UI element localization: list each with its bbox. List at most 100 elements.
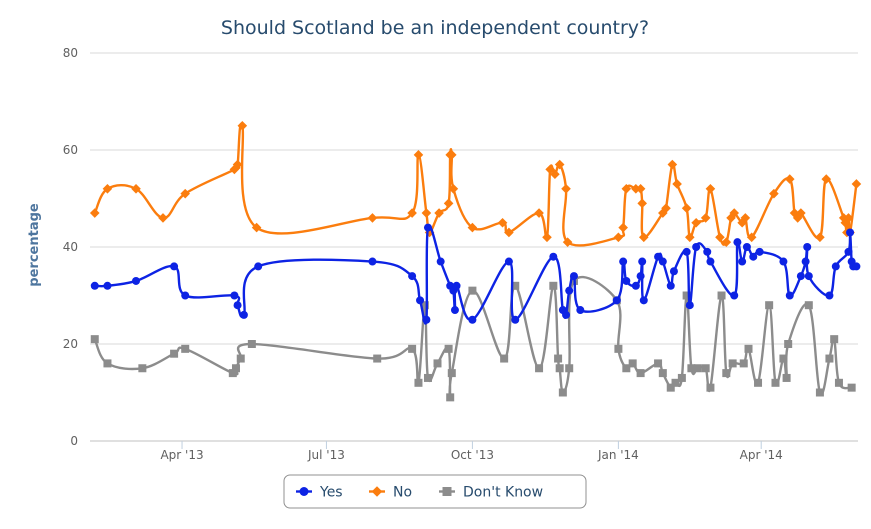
- data-point-yes: [549, 252, 558, 261]
- data-point-don-t-know: [444, 344, 453, 353]
- legend: Yes No Don't Know: [283, 474, 587, 509]
- data-point-no: [746, 232, 757, 243]
- y-tick-label: 40: [63, 240, 78, 254]
- data-point-no: [691, 217, 701, 228]
- data-point-yes: [738, 257, 747, 266]
- data-point-yes: [408, 272, 417, 281]
- data-point-no: [534, 208, 544, 218]
- data-point-don-t-know: [511, 281, 520, 290]
- data-point-yes: [785, 291, 794, 300]
- data-point-no: [158, 213, 168, 223]
- legend-label-no: No: [393, 485, 412, 501]
- series-no: [89, 120, 862, 247]
- data-point-don-t-know: [825, 354, 834, 363]
- data-point-yes: [239, 310, 248, 319]
- data-point-don-t-know: [671, 378, 680, 387]
- data-point-don-t-know: [468, 286, 477, 295]
- y-tick-label: 60: [63, 143, 78, 157]
- data-point-no: [737, 217, 747, 228]
- data-point-no: [821, 174, 832, 184]
- data-point-don-t-know: [228, 369, 237, 378]
- data-point-no: [726, 213, 736, 223]
- data-point-don-t-know: [654, 359, 663, 368]
- data-point-no: [681, 203, 692, 213]
- legend-marker-don-t-know: [442, 487, 452, 496]
- legend-item-no[interactable]: No: [369, 485, 412, 501]
- data-point-no: [729, 208, 740, 218]
- data-point-no: [102, 184, 113, 194]
- data-point-don-t-know: [446, 393, 455, 402]
- data-point-no: [467, 222, 478, 233]
- data-point-no: [705, 184, 716, 194]
- data-point-yes: [730, 291, 739, 300]
- data-point-no: [561, 184, 571, 194]
- legend-label-yes: Yes: [319, 485, 343, 501]
- data-point-no: [740, 213, 751, 223]
- data-point-no: [251, 222, 262, 233]
- data-point-yes: [844, 247, 853, 256]
- data-point-yes: [233, 301, 242, 310]
- grid-lines: [90, 52, 858, 442]
- data-point-no: [424, 227, 435, 238]
- data-point-yes: [452, 281, 461, 290]
- series-don-t-know: [90, 275, 856, 402]
- y-tick-label: 0: [70, 434, 78, 448]
- data-point-don-t-know: [693, 364, 702, 373]
- data-point-yes: [666, 281, 675, 290]
- data-point-don-t-know: [554, 354, 563, 363]
- data-point-yes: [416, 296, 425, 305]
- data-point-don-t-know: [231, 364, 240, 373]
- data-point-no: [131, 184, 141, 194]
- data-point-don-t-know: [754, 378, 763, 387]
- data-point-yes: [230, 291, 239, 300]
- data-point-yes: [132, 276, 141, 285]
- data-point-no: [413, 150, 424, 160]
- data-point-yes: [622, 276, 631, 285]
- data-point-no: [637, 198, 647, 209]
- data-point-yes: [436, 257, 445, 266]
- data-point-no: [545, 164, 555, 175]
- data-point-no: [621, 184, 632, 194]
- data-point-no: [180, 188, 191, 199]
- data-point-don-t-know: [782, 373, 791, 382]
- x-axis: Apr '13 Jul '13 Oct '13 Jan '14 Apr '14: [160, 441, 783, 462]
- data-point-don-t-know: [722, 369, 731, 378]
- data-point-yes: [796, 272, 805, 281]
- data-point-no: [497, 217, 508, 228]
- data-point-yes: [565, 286, 574, 295]
- data-point-no: [237, 120, 248, 131]
- data-point-yes: [631, 281, 640, 290]
- data-point-no: [407, 208, 417, 218]
- data-point-no: [504, 227, 514, 238]
- data-point-don-t-know: [804, 301, 813, 310]
- data-point-yes: [831, 262, 840, 271]
- data-point-no: [638, 232, 649, 243]
- data-point-no: [784, 174, 795, 184]
- data-point-don-t-know: [565, 364, 574, 373]
- series-yes: [90, 223, 861, 325]
- data-point-yes: [825, 291, 834, 300]
- data-point-yes: [450, 306, 459, 315]
- y-tick-label: 80: [63, 46, 78, 60]
- data-point-don-t-know: [771, 378, 780, 387]
- data-point-don-t-know: [500, 354, 509, 363]
- y-axis-label: percentage: [27, 203, 42, 287]
- data-point-don-t-know: [549, 281, 558, 290]
- data-point-don-t-know: [677, 373, 686, 382]
- data-point-no: [613, 232, 624, 243]
- data-point-yes: [576, 306, 585, 315]
- data-point-yes: [468, 315, 477, 324]
- data-point-no: [635, 184, 646, 194]
- data-point-no: [89, 208, 100, 218]
- legend-marker-yes: [299, 487, 309, 496]
- data-point-don-t-know: [420, 301, 429, 310]
- data-point-yes: [511, 315, 520, 324]
- legend-item-yes[interactable]: Yes: [296, 485, 343, 501]
- data-point-yes: [368, 257, 377, 266]
- series-layer: [89, 120, 862, 402]
- data-point-yes: [90, 281, 99, 290]
- data-point-no: [667, 159, 678, 170]
- data-point-no: [796, 208, 806, 218]
- legend-item-don-t-know[interactable]: Don't Know: [439, 485, 543, 501]
